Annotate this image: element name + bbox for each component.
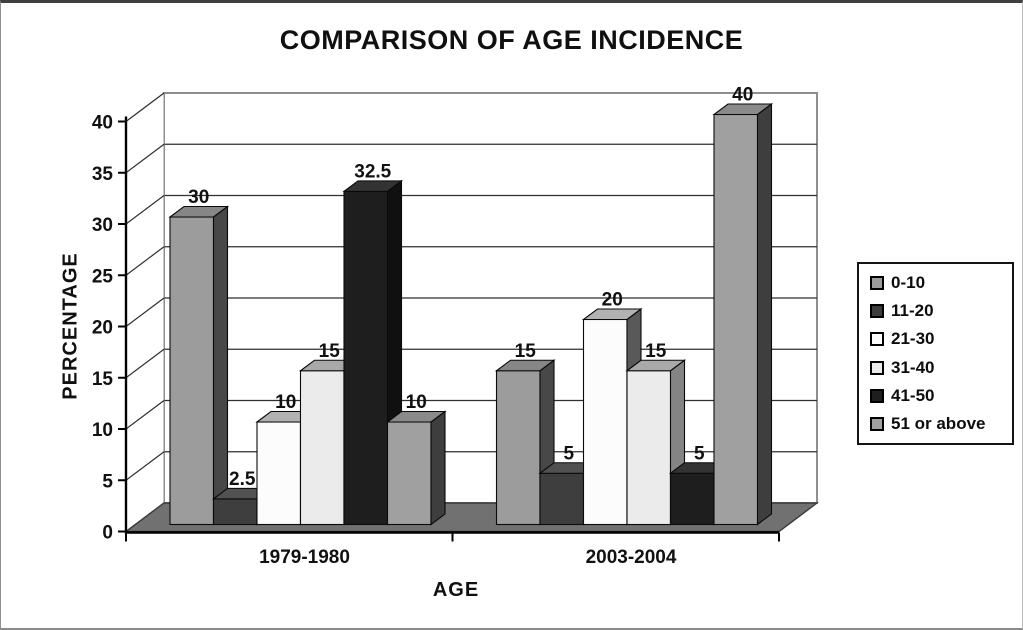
legend-label: 31-40	[891, 357, 935, 377]
bar-31-40-2003-2004	[626, 370, 672, 526]
legend-swatch-icon	[870, 388, 884, 403]
bar-0-10-2003-2004	[495, 370, 541, 526]
bar-value-label: 5	[694, 443, 705, 464]
side-wall-rib	[125, 348, 165, 379]
bar-41-50-1979-1980	[343, 190, 389, 526]
bar-11-20-1979-1980	[212, 498, 258, 526]
legend-label: 41-50	[891, 385, 935, 405]
legend-item-41-50: 41-50	[863, 386, 1008, 406]
y-tick-label: 15	[92, 369, 114, 390]
legend-label: 0-10	[891, 273, 926, 293]
bar-21-30-1979-1980	[256, 421, 302, 526]
legend-swatch-icon	[870, 304, 884, 319]
bar-51 or above-1979-1980	[386, 421, 432, 526]
bar-value-label: 5	[563, 443, 574, 464]
bar-11-20-2003-2004	[539, 472, 585, 526]
bar-value-label: 20	[602, 290, 623, 311]
legend-label: 21-30	[891, 329, 935, 349]
legend-swatch-icon	[870, 332, 884, 347]
chart-title: COMPARISON OF AGE INCIDENCE	[279, 25, 744, 55]
legend-label: 11-20	[891, 301, 934, 321]
bar-value-label: 32.5	[354, 161, 391, 182]
bar-value-label: 15	[319, 341, 341, 362]
bar-21-30-2003-2004	[582, 318, 628, 526]
bar-top-face	[625, 359, 687, 372]
bar-41-50-2003-2004	[669, 472, 715, 526]
bar-51 or above-2003-2004	[713, 113, 759, 526]
y-tick-label: 40	[92, 113, 113, 134]
y-tick-label: 30	[92, 215, 113, 236]
bar-value-label: 10	[406, 392, 427, 413]
legend-swatch-icon	[870, 276, 884, 291]
bar-top-face	[712, 103, 774, 116]
bar-value-label: 15	[515, 341, 537, 362]
bar-value-label: 30	[188, 187, 209, 208]
side-wall-rib	[125, 143, 165, 174]
y-tick-label: 5	[102, 471, 113, 492]
legend-item-21-30: 21-30	[863, 329, 1008, 349]
legend-box: 0-10 11-20 21-30 31-40 41-50 51 or above	[857, 262, 1014, 445]
y-tick-label: 10	[92, 420, 113, 441]
bar-side-face	[756, 102, 773, 526]
side-wall-rib	[125, 297, 165, 327]
category-label: 2003-2004	[586, 547, 677, 568]
legend-item-11-20: 11-20	[863, 301, 1008, 321]
side-wall-rib	[125, 400, 165, 430]
bar-top-face	[385, 410, 447, 423]
legend-swatch-icon	[870, 360, 884, 375]
y-tick-label: 0	[102, 523, 113, 544]
side-wall-rib	[125, 246, 165, 276]
bar-value-label: 40	[732, 85, 753, 106]
legend-item-51 or above: 51 or above	[863, 414, 1008, 434]
legend-item-31-40: 31-40	[863, 358, 1008, 378]
category-label: 1979-1980	[259, 547, 350, 568]
bar-top-face	[494, 359, 556, 372]
side-wall-rib	[125, 92, 165, 122]
bar-top-face	[342, 180, 404, 192]
bar-top-face	[168, 205, 230, 218]
legend-label: 51 or above	[891, 413, 986, 433]
side-wall-rib	[125, 195, 165, 225]
bar-side-face	[430, 410, 446, 526]
bar-0-10-1979-1980	[169, 216, 215, 526]
y-tick-label: 20	[92, 318, 113, 339]
bar-top-face	[581, 308, 643, 321]
side-wall-rib	[125, 451, 165, 481]
x-axis-title: AGE	[432, 579, 480, 601]
bar-value-label: 10	[275, 392, 296, 413]
y-tick-label: 35	[92, 164, 114, 185]
bar-side-face	[212, 205, 229, 526]
y-tick-label: 25	[92, 266, 114, 287]
bar-value-label: 2.5	[229, 469, 256, 490]
legend-item-0-10: 0-10	[863, 273, 1008, 293]
legend-swatch-icon	[870, 416, 884, 431]
bar-31-40-1979-1980	[299, 370, 345, 526]
bar-value-label: 15	[645, 341, 667, 362]
bar-chart-plot-area: 0 5 10 15 20 25 30 35 40 1979-1980 2003-2004 30 2.5 1…	[92, 85, 820, 568]
